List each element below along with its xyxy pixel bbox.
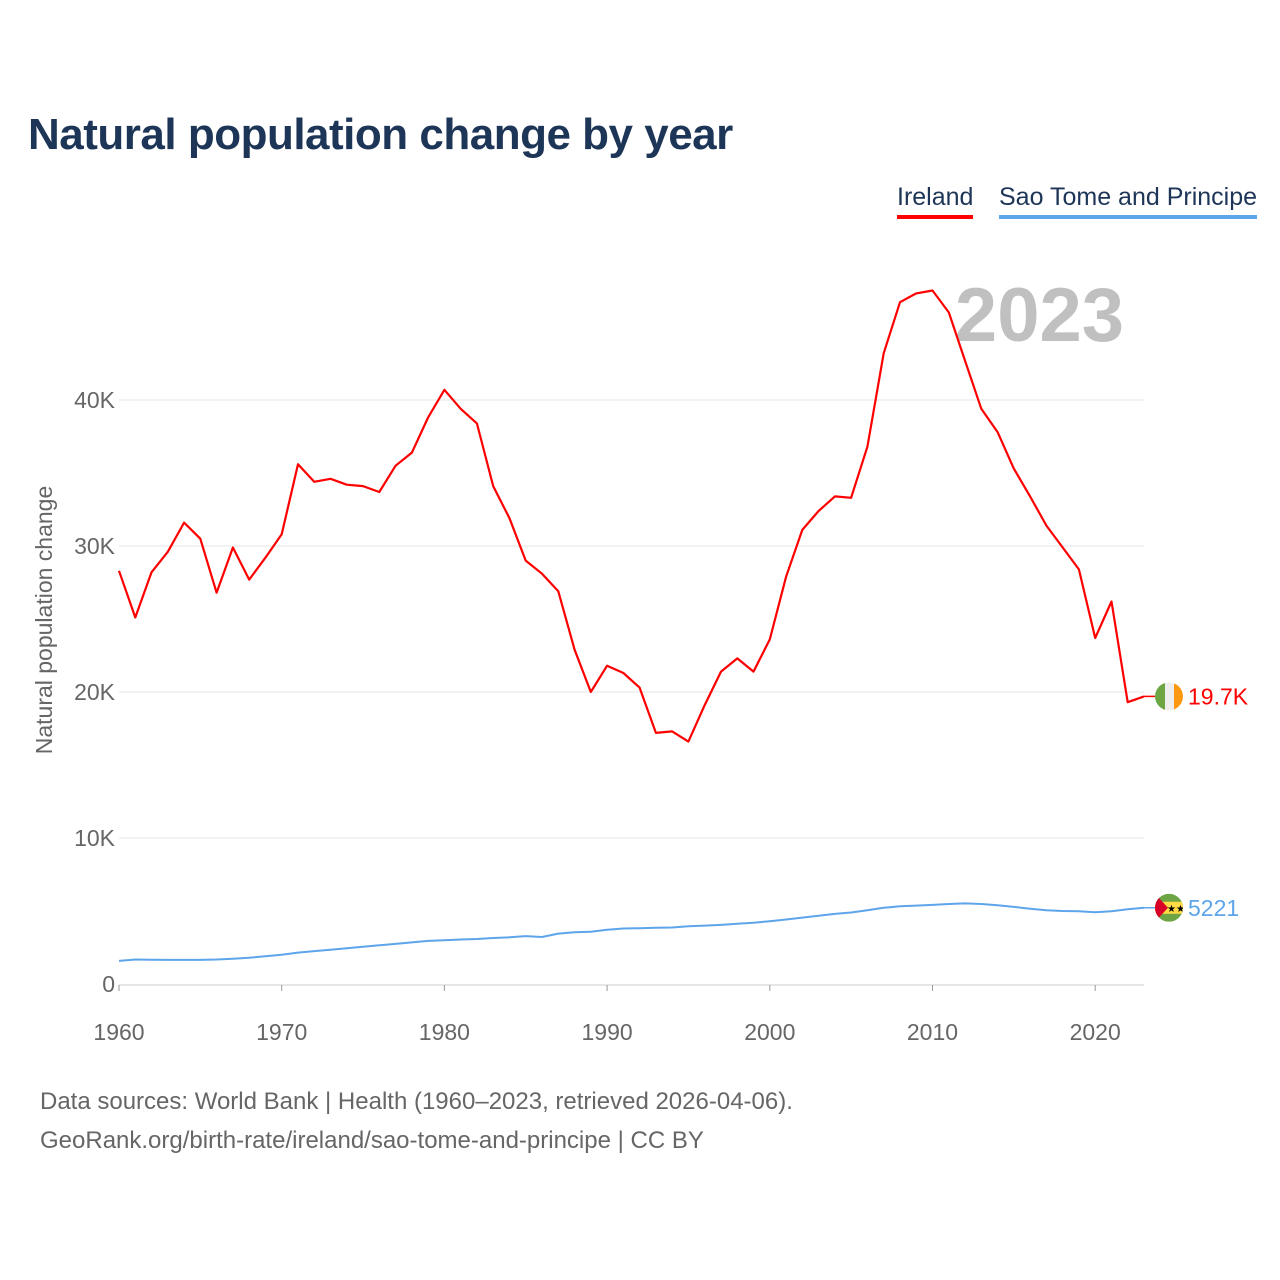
x-tick-label: 2010: [907, 1019, 958, 1045]
y-tick-label: 10K: [74, 825, 116, 851]
footer-attribution[interactable]: GeoRank.org/birth-rate/ireland/sao-tome-…: [40, 1127, 704, 1154]
end-value-label: 19.7K: [1188, 683, 1249, 709]
x-tick-label: 1990: [582, 1019, 633, 1045]
chart-title: Natural population change by year: [28, 110, 733, 159]
svg-text:★★: ★★: [1167, 904, 1185, 915]
x-tick-label: 1980: [419, 1019, 470, 1045]
y-tick-label: 20K: [74, 679, 116, 705]
y-axis-label: Natural population change: [31, 486, 57, 755]
footer-sources: Data sources: World Bank | Health (1960–…: [40, 1088, 793, 1115]
sao-tome-flag-icon: ★★: [1155, 893, 1185, 922]
end-value-label: 5221: [1188, 895, 1239, 921]
y-tick-label: 0: [102, 971, 115, 997]
legend-item-ireland[interactable]: Ireland: [897, 183, 974, 219]
x-tick-label: 2020: [1070, 1019, 1121, 1045]
series-line-ireland[interactable]: [117, 289, 1145, 743]
x-tick-label: 1970: [256, 1019, 307, 1045]
ireland-flag-icon: [1155, 682, 1183, 711]
legend-item-sao-tome-and-principe[interactable]: Sao Tome and Principe: [999, 183, 1258, 219]
series-line-sao-tome-and-principe[interactable]: [118, 902, 1145, 962]
year-watermark: 2023: [955, 273, 1124, 358]
y-tick-label: 30K: [74, 533, 116, 559]
x-tick-label: 1960: [93, 1019, 144, 1045]
x-tick-label: 2000: [744, 1019, 795, 1045]
y-tick-label: 40K: [74, 387, 116, 413]
